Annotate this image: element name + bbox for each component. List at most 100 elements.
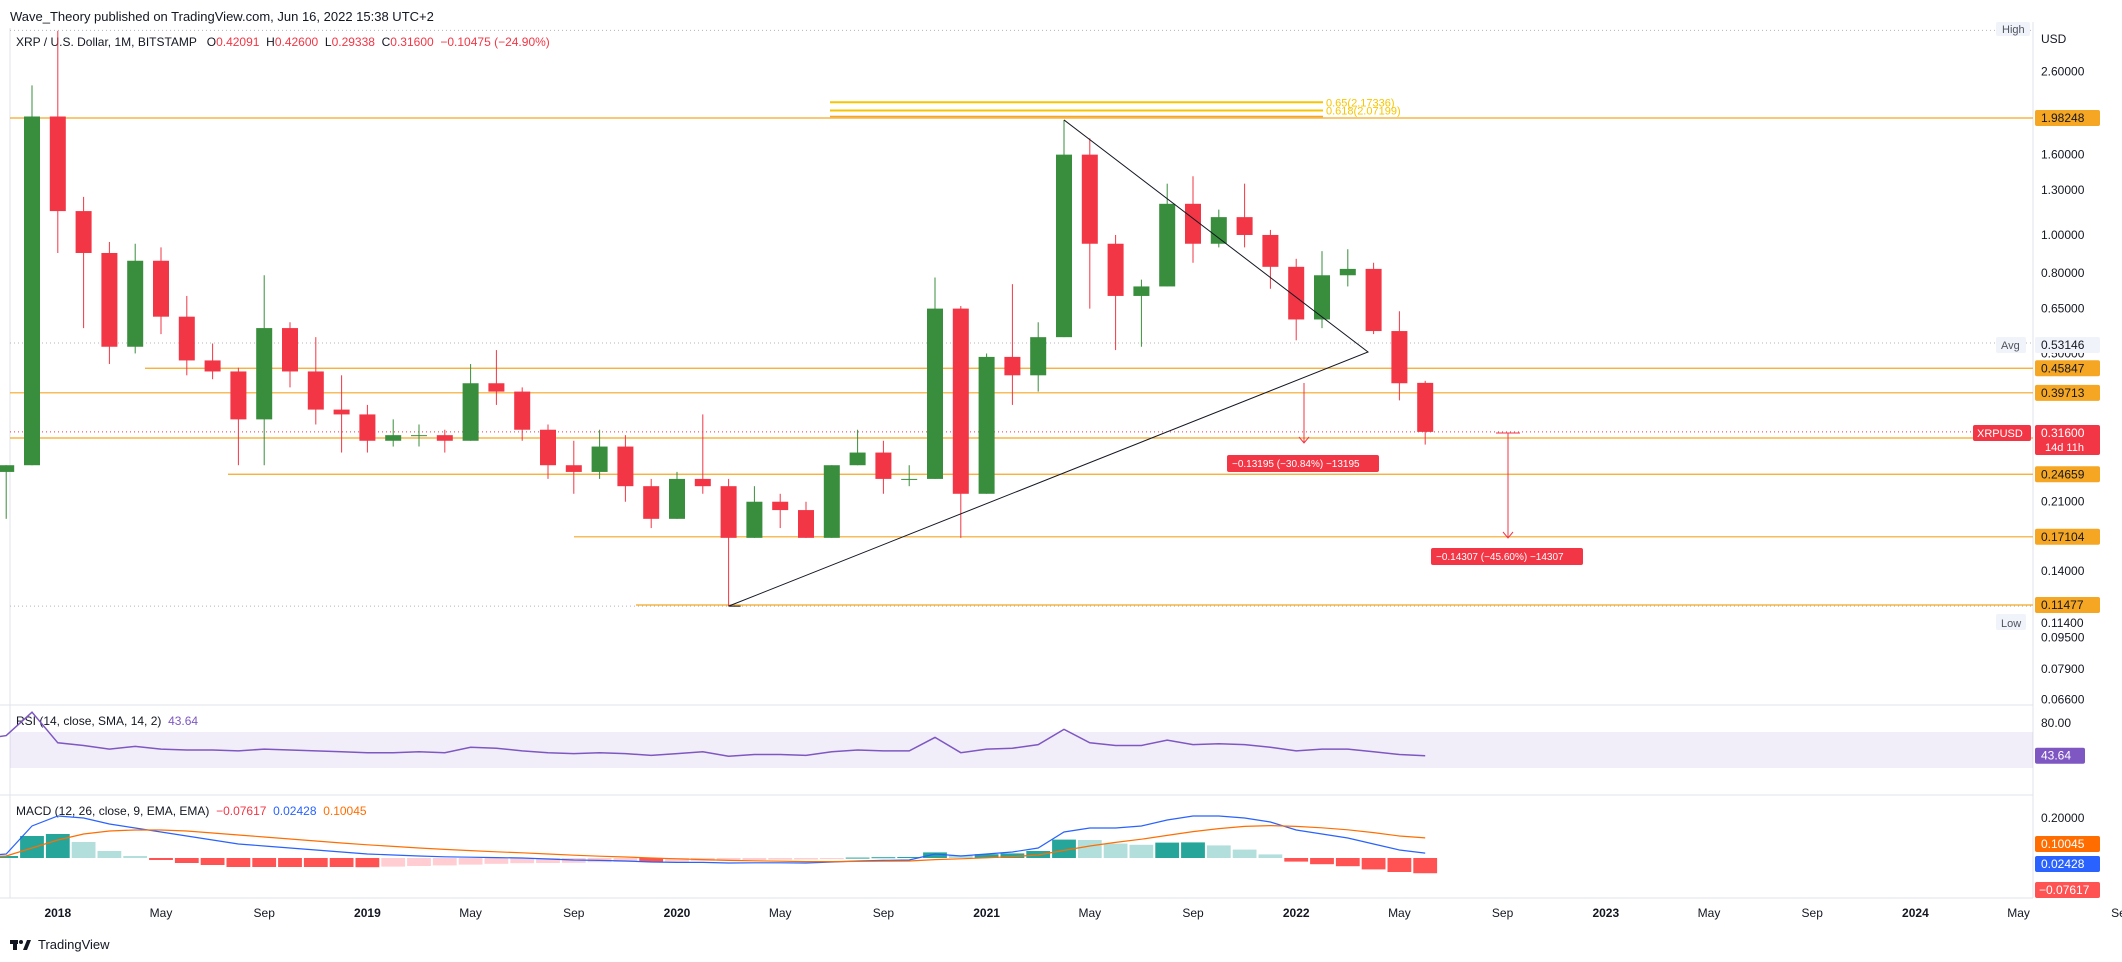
level-price-label: 1.98248 [2041, 111, 2085, 125]
fib-level-label: 0.65(2.17336) [1326, 97, 1395, 109]
macd-histogram-bar [510, 858, 535, 864]
time-tick-label: May [459, 906, 482, 920]
level-price-label: 0.24659 [2041, 467, 2085, 481]
candle-body [849, 452, 866, 466]
time-tick-label: 2019 [354, 906, 381, 920]
candle-body [282, 328, 298, 372]
candle-body [1288, 266, 1305, 320]
low-label: L [324, 35, 332, 49]
measure-arrowhead [1502, 531, 1514, 539]
price-tick-label: 0.07900 [2041, 662, 2085, 676]
macd-histogram-bar [613, 858, 638, 862]
candle-body [1107, 243, 1124, 296]
candle-body [1391, 331, 1408, 384]
measure-arrowhead [1298, 436, 1310, 444]
candle-body [49, 116, 66, 212]
footer: TradingView [10, 937, 110, 952]
candle-body [952, 308, 969, 494]
candle-body [514, 391, 531, 430]
measure-label: −0.14307 (−45.60%) −14307 [1436, 552, 1564, 563]
candle-body [333, 409, 350, 415]
tradingview-logo-icon [10, 939, 31, 950]
candle-body [101, 252, 118, 347]
macd-histogram-bar [923, 852, 947, 858]
candle-body [1314, 275, 1330, 320]
published-header: Wave_Theory published on TradingView.com… [10, 9, 434, 24]
macd-histogram-bar [484, 858, 509, 864]
macd-histogram-bar [742, 858, 767, 860]
time-tick-label: Sep [563, 906, 585, 920]
macd-histogram-bar [819, 858, 844, 859]
time-tick-label: May [1388, 906, 1411, 920]
candle-body [1236, 217, 1253, 235]
candle-body [798, 510, 814, 538]
time-tick-label: May [2007, 906, 2030, 920]
macd-histogram-bar [1413, 858, 1438, 874]
macd-histogram-bar [1052, 839, 1076, 858]
macd-histogram-bar [45, 834, 70, 858]
candle-body [1210, 217, 1227, 244]
candle-body [694, 478, 711, 487]
last-price-value: 0.31600 [2041, 426, 2085, 440]
rsi-band [10, 732, 2033, 768]
time-tick-label: May [150, 906, 173, 920]
candle-body [462, 383, 479, 441]
macd-histogram-bar [0, 856, 19, 858]
level-price-badge [2035, 528, 2100, 545]
macd-histogram-bar [1387, 858, 1412, 872]
level-price-badge [2035, 597, 2100, 613]
macd-histogram-bar [845, 857, 870, 859]
macd-signal-line [0, 824, 1426, 863]
rsi-value-badge-label: 43.64 [2041, 749, 2071, 763]
rsi-tick-label: 80.00 [2041, 716, 2071, 730]
symbol-title: XRP / U.S. Dollar, 1M, BITSTAMP [16, 35, 197, 49]
candle-body [153, 260, 169, 317]
macd-legend: MACD (12, 26, close, 9, EMA, EMA) −0.076… [16, 804, 367, 818]
time-tick-label: 2018 [44, 906, 71, 920]
macd-histogram-bar [252, 858, 277, 867]
macd-histogram-bar [355, 858, 380, 868]
price-tick-label: 1.60000 [2041, 148, 2085, 162]
close-value: 0.31600 [390, 35, 434, 49]
macd-histogram-bar [974, 854, 999, 858]
rsi-value-badge [2035, 747, 2085, 764]
candle-body [746, 501, 763, 538]
macd-histogram-bar [536, 858, 560, 863]
macd-hist-badge-label: −0.07617 [2039, 883, 2090, 897]
macd-label: MACD (12, 26, close, 9, EMA, EMA) [16, 804, 210, 818]
macd-histogram-bar [174, 858, 199, 863]
candle-body [720, 486, 737, 538]
measure-label: −0.13195 (−30.84%) −13195 [1232, 459, 1360, 470]
candle-body [1159, 203, 1176, 287]
macd-hist-value: −0.07617 [216, 804, 267, 818]
high-badge [1996, 22, 2030, 36]
time-tick-label: 2023 [1592, 906, 1619, 920]
macd-histogram-bar [1361, 858, 1386, 870]
measure-badge [1431, 548, 1583, 565]
avg-value-badge [2035, 337, 2100, 353]
time-tick-label: Sep [254, 906, 276, 920]
candle-body [359, 414, 376, 441]
macd-histogram-bar [1103, 843, 1128, 858]
change-value: −0.10475 (−24.90%) [440, 35, 550, 49]
candle-body [1030, 337, 1047, 376]
macd-histogram-bar [432, 858, 457, 866]
candle-body [772, 501, 789, 511]
candle-body [127, 260, 144, 347]
low-badge-value: 0.11400 [2041, 616, 2084, 630]
macd-histogram-bar [303, 858, 328, 867]
macd-line-value: 0.02428 [273, 804, 317, 818]
candle-body [927, 308, 943, 479]
triangle-trendline [728, 119, 1370, 607]
low-value: 0.29338 [331, 35, 375, 49]
candle-body [488, 383, 505, 392]
macd-histogram-bar [458, 858, 483, 865]
macd-histogram-bar [871, 857, 896, 859]
rsi-line [0, 711, 1426, 758]
rsi-value: 43.64 [168, 714, 199, 728]
avg-badge-value: 0.53146 [2041, 338, 2085, 352]
candle-body [1365, 268, 1382, 332]
high-label: H [266, 35, 275, 49]
time-tick-label: Sep [2111, 906, 2122, 920]
